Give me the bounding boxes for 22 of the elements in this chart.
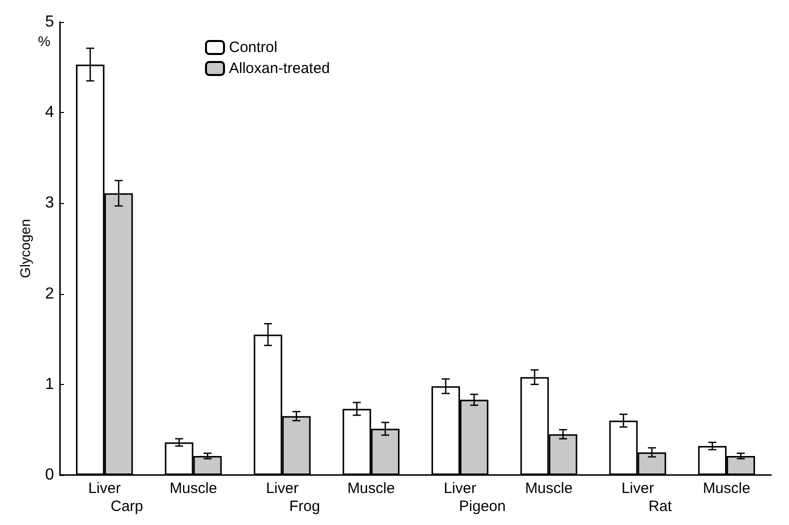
- y-axis-title: Glycogen: [17, 218, 33, 278]
- y-tick-label: 2: [45, 285, 54, 302]
- x-tick-label: Liver: [88, 480, 121, 497]
- legend-label: Control: [229, 39, 278, 56]
- text: %: [38, 33, 50, 49]
- y-tick-label: 3: [45, 194, 54, 212]
- x-tick-label: Muscle: [170, 480, 218, 497]
- legend-label: Alloxan-treated: [229, 60, 330, 77]
- y-tick-label: 4: [45, 104, 54, 122]
- x-tick-label: Liver: [266, 480, 298, 497]
- y-tick-label: 5: [45, 14, 54, 30]
- x-tick-label: Liver: [444, 480, 476, 497]
- y-tick-label: 0: [45, 466, 54, 484]
- text: Frog: [289, 498, 320, 515]
- text: Pigeon: [459, 498, 506, 515]
- x-tick-label: Muscle: [525, 480, 573, 497]
- y-tick-label: 1: [45, 376, 54, 393]
- x-tick-label: Muscle: [347, 480, 395, 497]
- text: Rat: [648, 498, 673, 515]
- x-tick-label: Liver: [621, 480, 654, 497]
- text: Carp: [110, 498, 144, 515]
- x-tick-label: Muscle: [702, 480, 750, 497]
